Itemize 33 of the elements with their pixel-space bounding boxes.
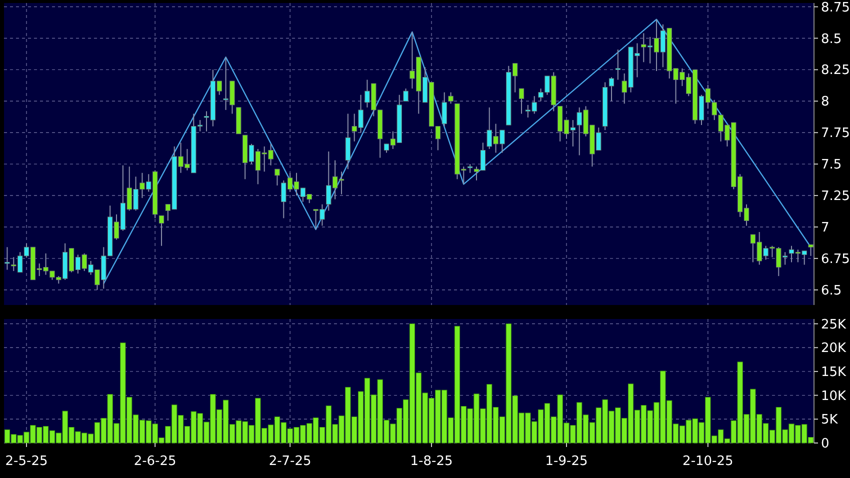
- x-tick-label: 1-8-25: [410, 454, 453, 469]
- y-tick-label: 7.5: [821, 158, 842, 173]
- y-tick-label: 7.25: [821, 189, 850, 204]
- y-tick-label: 6.75: [821, 252, 850, 267]
- candlestick: [608, 76, 614, 102]
- candlestick: [4, 246, 10, 270]
- candlestick: [274, 168, 280, 186]
- candlestick: [808, 244, 814, 256]
- x-tick-label: 2-6-25: [134, 454, 176, 469]
- candlestick: [615, 49, 620, 80]
- y-tick-label: 20K: [821, 341, 847, 356]
- candlestick: [442, 92, 447, 127]
- y-tick-label: 10K: [821, 388, 847, 404]
- x-tick-label: 2-5-25: [5, 454, 48, 469]
- y-tick-label: 5K: [821, 412, 838, 428]
- y-tick-label: 0: [821, 436, 830, 452]
- x-tick-label: 2-10-25: [682, 454, 734, 469]
- candlestick: [345, 113, 350, 170]
- y-tick-label: 7.75: [821, 126, 850, 142]
- y-tick-label: 8.5: [821, 32, 842, 47]
- candlestick: [403, 88, 408, 102]
- y-tick-label: 25K: [821, 317, 847, 332]
- candlestick: [158, 215, 164, 246]
- y-tick-label: 8.75: [821, 0, 850, 16]
- x-tick-label: 1-9-25: [545, 454, 588, 469]
- candlestick: [448, 92, 454, 104]
- y-tick-label: 7: [821, 220, 830, 236]
- y-tick-label: 6.5: [821, 283, 842, 298]
- y-tick-label: 15K: [821, 365, 847, 380]
- candlestick: [518, 88, 524, 114]
- y-tick-label: 8: [821, 94, 830, 110]
- x-tick-label: 2-7-25: [268, 454, 312, 469]
- y-tick-label: 8.25: [821, 63, 850, 78]
